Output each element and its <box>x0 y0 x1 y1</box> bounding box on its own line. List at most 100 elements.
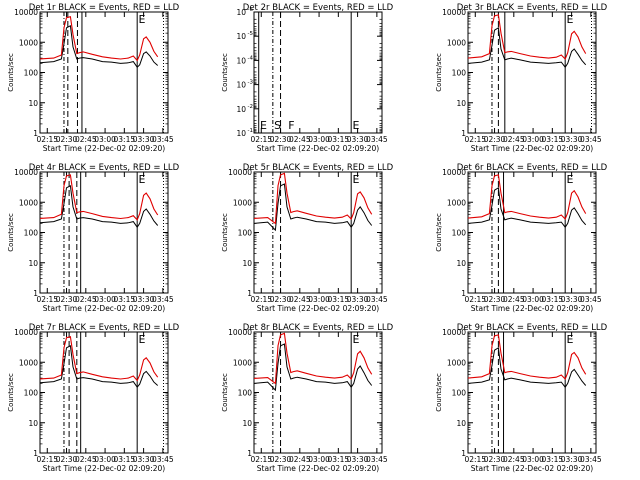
x-tick-label: 03:15 <box>542 455 564 464</box>
detector-panel-1: Det 1r BLACK = Events, RED = LLD Counts/s… <box>7 3 180 153</box>
x-tick-label: 02:30 <box>484 295 506 304</box>
y-tick-label: 10 <box>236 8 246 17</box>
panel-title: Det 1r BLACK = Events, RED = LLD <box>29 3 180 13</box>
detector-panel-9: Det 9r BLACK = Events, RED = LLD Counts/s… <box>435 323 608 473</box>
x-tick-label: 02:45 <box>503 295 525 304</box>
y-tick-label: 1 <box>33 129 38 138</box>
x-tick-label: 02:45 <box>503 135 525 144</box>
y-tick-label: 100 <box>238 389 253 398</box>
detector-panel-7: Det 7r BLACK = Events, RED = LLD Counts/s… <box>7 323 180 473</box>
y-tick-label: 10 <box>28 419 38 428</box>
panel-title: Det 5r BLACK = Events, RED = LLD <box>243 163 394 173</box>
y-tick-label: 10 <box>28 259 38 268</box>
x-tick-label: 03:15 <box>328 455 350 464</box>
lld-series-line <box>40 336 159 382</box>
x-tick-label: 02:15 <box>36 455 58 464</box>
y-tick-label: 10 <box>242 259 252 268</box>
y-tick-label: 10 <box>236 81 246 90</box>
y-axis-label: Counts/sec <box>435 53 443 92</box>
detector-panel-3: Det 3r BLACK = Events, RED = LLD Counts/s… <box>435 3 608 153</box>
x-tick-label: 02:15 <box>36 135 58 144</box>
y-tick-label: 10000 <box>442 168 466 177</box>
y-tick-exponent: -2 <box>248 104 253 110</box>
x-tick-label: 03:45 <box>580 135 602 144</box>
y-tick-label: 100 <box>238 229 253 238</box>
x-axis-label: Start Time (22-Dec-02 02:09:20) <box>257 144 379 153</box>
marker-label: F <box>288 119 294 132</box>
x-tick-label: 03:45 <box>366 295 388 304</box>
y-tick-label: 100 <box>452 69 467 78</box>
x-tick-label: 02:30 <box>56 135 78 144</box>
plot-frame <box>253 11 383 134</box>
y-tick-label: 10000 <box>228 328 252 337</box>
y-tick-exponent: -1 <box>248 128 253 134</box>
events-series-line <box>40 185 159 229</box>
lld-series-line <box>40 174 159 221</box>
y-tick-label: 10 <box>456 259 466 268</box>
x-tick-label: 03:00 <box>94 455 116 464</box>
x-tick-label: 02:30 <box>484 455 506 464</box>
panel-title: Det 6r BLACK = Events, RED = LLD <box>457 163 608 173</box>
x-axis-label: Start Time (22-Dec-02 02:09:20) <box>257 464 379 473</box>
x-axis-label: Start Time (22-Dec-02 02:09:20) <box>43 304 165 313</box>
y-tick-label: 10 <box>236 129 246 138</box>
x-tick-label: 03:30 <box>347 135 369 144</box>
x-tick-label: 02:30 <box>56 455 78 464</box>
y-tick-label: 10000 <box>14 168 38 177</box>
x-tick-label: 03:15 <box>328 295 350 304</box>
x-tick-label: 02:30 <box>270 135 292 144</box>
x-tick-label: 03:15 <box>328 135 350 144</box>
y-tick-label: 1 <box>461 449 466 458</box>
y-tick-label: 10000 <box>14 8 38 17</box>
events-series-line <box>40 345 159 389</box>
y-tick-label: 100 <box>24 69 39 78</box>
marker-label: E <box>352 173 359 186</box>
marker-label: E <box>566 333 573 346</box>
marker-label: S <box>274 119 281 132</box>
y-tick-label: 10 <box>236 56 246 65</box>
y-tick-label: 1 <box>247 289 252 298</box>
x-tick-label: 03:15 <box>542 295 564 304</box>
events-series-line <box>254 183 373 232</box>
y-tick-label: 10 <box>236 32 246 41</box>
y-tick-label: 1000 <box>19 38 38 47</box>
x-tick-label: 03:00 <box>94 295 116 304</box>
y-tick-label: 1000 <box>233 198 252 207</box>
y-tick-label: 1000 <box>447 198 466 207</box>
x-tick-label: 03:45 <box>580 455 602 464</box>
y-tick-label: 100 <box>24 389 39 398</box>
y-tick-exponent: -6 <box>248 7 254 13</box>
y-tick-label: 1000 <box>19 358 38 367</box>
x-tick-label: 03:30 <box>133 455 155 464</box>
x-tick-label: 02:45 <box>289 455 311 464</box>
panel-title: Det 9r BLACK = Events, RED = LLD <box>457 323 608 333</box>
x-axis-label: Start Time (22-Dec-02 02:09:20) <box>43 464 165 473</box>
y-tick-label: 10 <box>28 99 38 108</box>
x-tick-label: 03:30 <box>347 455 369 464</box>
detector-panel-6: Det 6r BLACK = Events, RED = LLD Counts/s… <box>435 163 608 313</box>
x-tick-label: 03:00 <box>522 455 544 464</box>
panel-title: Det 2r BLACK = Events, RED = LLD <box>243 3 394 13</box>
y-tick-exponent: -3 <box>248 80 254 86</box>
x-tick-label: 03:30 <box>561 455 583 464</box>
x-tick-label: 02:45 <box>75 295 97 304</box>
lld-series-line <box>468 334 587 380</box>
y-tick-label: 10000 <box>228 168 252 177</box>
x-tick-label: 03:45 <box>366 135 388 144</box>
detector-panel-2: Det 2r BLACK = Events, RED = LLD Counts/s… <box>221 3 394 153</box>
y-tick-label: 100 <box>452 229 467 238</box>
x-tick-label: 03:15 <box>542 135 564 144</box>
events-series-line <box>468 346 587 389</box>
x-tick-label: 03:00 <box>522 135 544 144</box>
x-tick-label: 02:45 <box>75 455 97 464</box>
x-tick-label: 02:30 <box>270 455 292 464</box>
detector-panel-5: Det 5r BLACK = Events, RED = LLD Counts/s… <box>221 163 394 313</box>
x-tick-label: 02:30 <box>270 295 292 304</box>
y-tick-label: 1000 <box>447 38 466 47</box>
y-tick-label: 1 <box>33 289 38 298</box>
marker-label: E <box>138 333 145 346</box>
panel-title: Det 3r BLACK = Events, RED = LLD <box>457 3 608 13</box>
y-tick-exponent: -4 <box>248 55 254 61</box>
x-tick-label: 02:45 <box>289 295 311 304</box>
